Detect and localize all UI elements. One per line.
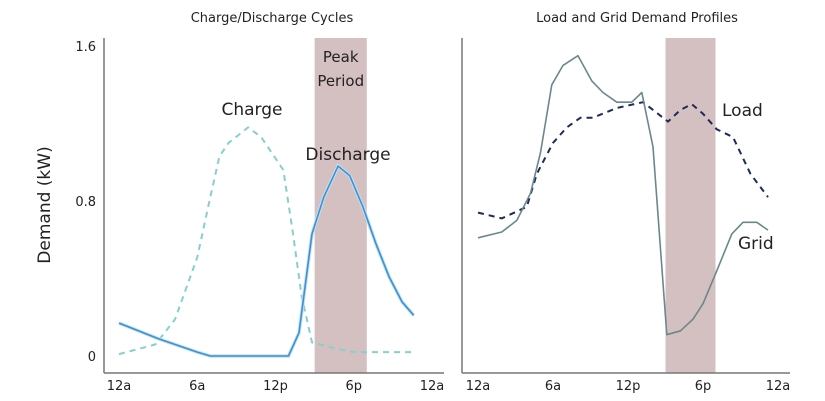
x-tick-label: 12p bbox=[616, 379, 641, 394]
x-tick-label: 12p bbox=[263, 379, 288, 394]
charge-discharge-panel: Charge/Discharge Cycles Demand (kW) Peak… bbox=[35, 11, 444, 394]
series-label-load: Load bbox=[722, 101, 763, 121]
chart-title: Load and Grid Demand Profiles bbox=[536, 11, 738, 26]
x-tick-label: 6p bbox=[345, 379, 362, 394]
series-line-discharge bbox=[118, 165, 415, 357]
peak-period-label: Peak bbox=[323, 48, 359, 66]
peak-period-band bbox=[314, 38, 367, 373]
x-tick-label: 6a bbox=[545, 379, 561, 394]
series-label-grid: Grid bbox=[738, 234, 774, 254]
peak-period-label: Period bbox=[317, 72, 364, 90]
series-line-halo bbox=[118, 163, 416, 358]
x-tick-label: 6a bbox=[189, 379, 205, 394]
series-line-charge bbox=[118, 126, 413, 356]
peak-period-band bbox=[665, 38, 716, 373]
series-label-charge: Charge bbox=[221, 100, 282, 120]
chart-title: Charge/Discharge Cycles bbox=[191, 11, 354, 26]
y-tick-label: 1.6 bbox=[75, 40, 96, 55]
y-tick-label: 0.8 bbox=[75, 195, 96, 210]
load-grid-panel: Load and Grid Demand Profiles 12a 6a 12p 6p… bbox=[461, 11, 791, 394]
x-tick-label: 12a bbox=[466, 379, 491, 394]
x-tick-label: 6p bbox=[695, 379, 712, 394]
x-tick-label: 12a bbox=[420, 379, 445, 394]
y-axis-label: Demand (kW) bbox=[35, 146, 55, 263]
x-tick-label: 12a bbox=[107, 379, 132, 394]
series-label-discharge: Discharge bbox=[305, 145, 390, 165]
y-tick-label: 0 bbox=[88, 350, 96, 365]
series-line-grid bbox=[477, 54, 769, 336]
x-tick-label: 12a bbox=[766, 379, 791, 394]
